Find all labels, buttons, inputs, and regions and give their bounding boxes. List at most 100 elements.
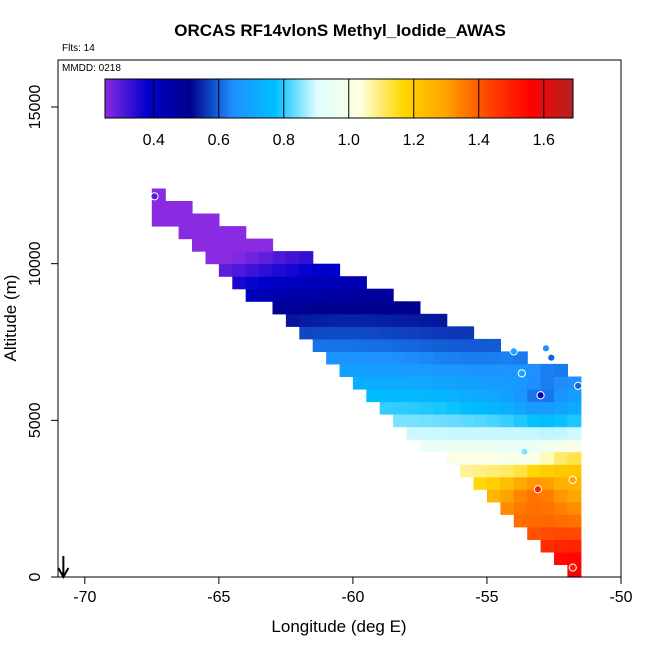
heatmap-cell	[272, 301, 287, 315]
heatmap-cell	[540, 376, 555, 390]
heatmap-cell	[379, 301, 394, 315]
heatmap-cell	[540, 414, 555, 428]
heatmap-cell	[352, 288, 367, 302]
heatmap-cell	[299, 301, 314, 315]
heatmap-cell	[326, 263, 341, 277]
heatmap-cell	[473, 414, 488, 428]
heatmap-cell	[540, 539, 555, 553]
heatmap-cell	[406, 389, 421, 403]
heatmap-cell	[419, 363, 434, 377]
heatmap-cell	[500, 439, 515, 453]
heatmap-cell	[567, 526, 582, 540]
heatmap-cell	[487, 414, 501, 428]
heatmap-cell	[460, 464, 475, 478]
heatmap-cell	[393, 414, 408, 428]
heatmap-cell	[487, 439, 501, 453]
heatmap-cell	[460, 426, 475, 440]
heatmap-cell	[326, 276, 341, 290]
heatmap-cell	[379, 313, 394, 327]
heatmap-cell	[433, 313, 448, 327]
heatmap-cell	[218, 251, 233, 265]
heatmap-cell	[272, 251, 287, 265]
heatmap-cell	[446, 451, 461, 465]
heatmap-cell	[500, 363, 515, 377]
heatmap-cell	[339, 288, 354, 302]
heatmap-cell	[500, 351, 515, 365]
heatmap-cell	[419, 389, 434, 403]
x-tick-label: -50	[609, 589, 632, 606]
sample-point	[547, 353, 556, 362]
heatmap-cell	[299, 326, 314, 340]
heatmap-cell	[339, 351, 354, 365]
heatmap-cell	[473, 401, 488, 415]
heatmap-cell	[567, 514, 582, 528]
heatmap-cell	[554, 526, 568, 540]
heatmap-cell	[232, 276, 247, 290]
heatmap-cell	[460, 351, 475, 365]
heatmap-cell	[554, 514, 568, 528]
heatmap-cell	[285, 263, 300, 277]
heatmap-cell	[446, 439, 461, 453]
heatmap-cell	[554, 426, 568, 440]
heatmap-cell	[406, 414, 421, 428]
heatmap-cell	[487, 451, 501, 465]
heatmap-cell	[433, 376, 448, 390]
heatmap-cell	[339, 313, 354, 327]
x-axis: -70 -65 -60 -55 -50	[73, 576, 633, 606]
heatmap-cell	[473, 426, 488, 440]
heatmap-cell	[433, 401, 448, 415]
heatmap-cell	[500, 414, 515, 428]
heatmap-cell	[326, 313, 341, 327]
heatmap-cell	[393, 376, 408, 390]
heatmap-cell	[554, 501, 568, 515]
heatmap-cell	[513, 389, 528, 403]
heatmap-cell	[312, 326, 327, 340]
sample-point	[509, 347, 518, 356]
heatmap-cell	[513, 501, 528, 515]
sample-points	[150, 192, 583, 572]
heatmap-cell	[393, 338, 408, 352]
heatmap-cell	[339, 338, 354, 352]
heatmap-cell	[473, 338, 488, 352]
colorbar-ticks: 0.4 0.6 0.8 1.0 1.2 1.4 1.6	[143, 79, 555, 149]
heatmap-cell	[285, 288, 300, 302]
heatmap-cell	[259, 276, 274, 290]
heatmap-cell	[567, 539, 582, 553]
heatmap-cell	[299, 263, 314, 277]
heatmap-cell	[352, 351, 367, 365]
heatmap-cell	[554, 489, 568, 503]
heatmap-cell	[326, 288, 341, 302]
heatmap-cell	[527, 451, 542, 465]
heatmap-cell	[285, 313, 300, 327]
y-tick-label: 0	[27, 572, 44, 581]
heatmap-cell	[419, 338, 434, 352]
heatmap-cell	[554, 363, 568, 377]
heatmap-cell	[285, 301, 300, 315]
heatmap-cell	[393, 351, 408, 365]
heatmap-cell	[487, 389, 501, 403]
heatmap-cell	[473, 439, 488, 453]
heatmap-cell	[352, 276, 367, 290]
heatmap-cell	[379, 363, 394, 377]
heatmap-cell	[567, 414, 582, 428]
heatmap-cell	[554, 401, 568, 415]
heatmap-cell	[218, 226, 233, 240]
heatmap-cell	[527, 376, 542, 390]
heatmap-cell	[446, 326, 461, 340]
heatmap-cell	[567, 551, 582, 565]
heatmap-cell	[151, 201, 166, 215]
heatmap-cell	[554, 476, 568, 490]
heatmap-cell	[527, 501, 542, 515]
heatmap-cell	[406, 426, 421, 440]
heatmap-cell	[406, 401, 421, 415]
heatmap-cell	[446, 363, 461, 377]
arrow-head	[57, 567, 70, 580]
sample-point	[536, 391, 545, 400]
colorbar-tick-label: 0.4	[143, 132, 165, 149]
colorbar-tick-label: 1.4	[468, 132, 490, 149]
heatmap-cell	[352, 338, 367, 352]
heatmap-cell	[446, 401, 461, 415]
heatmap-cell	[554, 539, 568, 553]
sample-point	[533, 485, 542, 494]
heatmap-cell	[540, 489, 555, 503]
